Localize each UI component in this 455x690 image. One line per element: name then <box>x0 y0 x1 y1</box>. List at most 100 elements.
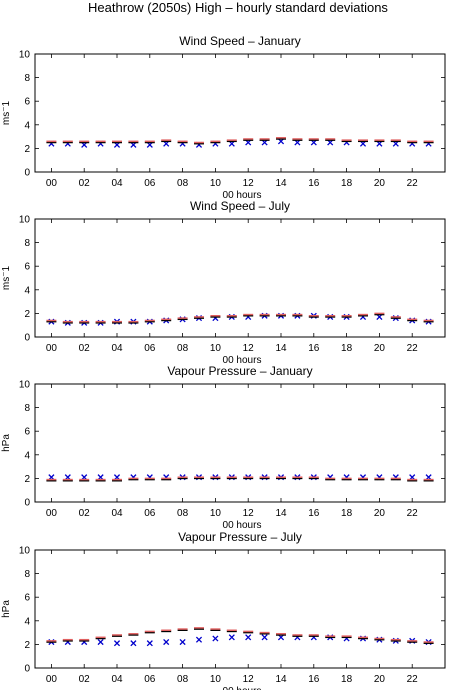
plot-frame <box>34 53 446 173</box>
data-point <box>97 638 104 646</box>
data-point <box>163 638 170 646</box>
x-tick-label: 18 <box>341 178 353 189</box>
x-tick-label: 00 <box>46 674 58 685</box>
x-tick-label: 06 <box>144 343 156 354</box>
x-tick-label: 10 <box>210 178 222 189</box>
x-tick-label: 06 <box>144 508 156 519</box>
plot-frame <box>34 549 446 669</box>
x-tick-label: 22 <box>407 674 419 685</box>
x-tick-label: 18 <box>341 508 353 519</box>
series-3 <box>46 137 434 144</box>
series-2 <box>46 628 434 644</box>
plot-frame <box>34 218 446 338</box>
x-tick-label: 08 <box>177 508 189 519</box>
x-tick-label: 12 <box>243 674 255 685</box>
series-1 <box>48 138 432 148</box>
y-tick-label: 2 <box>24 309 30 320</box>
data-point <box>179 638 186 646</box>
x-tick-label: 20 <box>374 674 386 685</box>
x-tick-label: 02 <box>79 674 91 685</box>
y-tick-label: 4 <box>24 616 30 627</box>
y-tick-label: 0 <box>24 168 30 179</box>
x-tick-label: 12 <box>243 508 255 519</box>
x-tick-label: 12 <box>243 343 255 354</box>
data-point <box>146 640 153 647</box>
y-axis-label: ms⁻1 <box>1 265 12 290</box>
x-tick-label: 16 <box>308 178 320 189</box>
x-tick-label: 08 <box>177 178 189 189</box>
data-point <box>261 634 268 641</box>
y-tick-label: 8 <box>24 238 30 249</box>
figure-title: Heathrow (2050s) High – hourly standard … <box>88 0 388 15</box>
x-tick-label: 02 <box>79 508 91 519</box>
x-tick-label: 04 <box>111 508 123 519</box>
x-tick-label: 16 <box>308 674 320 685</box>
series-1 <box>48 474 432 481</box>
x-tick-label: 20 <box>374 343 386 354</box>
x-axis-label: 00 hours <box>223 520 262 531</box>
x-axis-label: 00 hours <box>223 355 262 366</box>
x-tick-label: 18 <box>341 674 353 685</box>
panel-title: Vapour Pressure – January <box>167 364 312 378</box>
y-tick-label: 4 <box>24 120 30 131</box>
y-tick-label: 4 <box>24 285 30 296</box>
x-tick-label: 16 <box>308 343 320 354</box>
x-tick-label: 14 <box>275 508 287 519</box>
x-tick-label: 06 <box>144 674 156 685</box>
series-3 <box>46 312 434 323</box>
x-tick-label: 14 <box>275 343 287 354</box>
x-tick-label: 04 <box>111 178 123 189</box>
y-tick-label: 10 <box>19 215 31 226</box>
series-1 <box>48 312 432 326</box>
y-tick-label: 10 <box>19 546 31 557</box>
x-tick-label: 22 <box>407 508 419 519</box>
series-1 <box>48 634 432 647</box>
x-tick-label: 08 <box>177 674 189 685</box>
y-tick-label: 0 <box>24 664 30 675</box>
series-3 <box>46 627 434 643</box>
x-axis-label: 00 hours <box>223 190 262 201</box>
y-tick-label: 6 <box>24 593 30 604</box>
x-tick-label: 10 <box>210 343 222 354</box>
x-tick-label: 20 <box>374 508 386 519</box>
x-tick-label: 14 <box>275 674 287 685</box>
y-axis-label: ms⁻1 <box>1 100 12 125</box>
data-point <box>195 636 203 643</box>
y-tick-label: 4 <box>24 450 30 461</box>
panel-title: Wind Speed – January <box>179 34 300 48</box>
x-tick-label: 00 <box>46 178 58 189</box>
x-tick-label: 08 <box>177 343 189 354</box>
data-point <box>130 640 137 647</box>
series-2 <box>46 313 434 324</box>
y-tick-label: 2 <box>24 474 30 485</box>
x-tick-label: 02 <box>79 343 91 354</box>
y-tick-label: 8 <box>24 569 30 580</box>
x-tick-label: 04 <box>111 674 123 685</box>
x-axis-label: 00 hours <box>223 686 262 690</box>
x-tick-label: 06 <box>144 178 156 189</box>
x-tick-label: 14 <box>275 178 287 189</box>
data-point <box>212 635 219 642</box>
x-tick-label: 20 <box>374 178 386 189</box>
x-tick-label: 10 <box>210 508 222 519</box>
panel-title: Wind Speed – July <box>190 199 290 213</box>
y-tick-label: 6 <box>24 97 30 108</box>
y-tick-label: 2 <box>24 640 30 651</box>
y-axis-label: hPa <box>1 434 12 452</box>
y-tick-label: 6 <box>24 262 30 273</box>
plot-frame <box>34 383 446 503</box>
y-tick-label: 0 <box>24 333 30 344</box>
x-tick-label: 02 <box>79 178 91 189</box>
y-tick-label: 2 <box>24 144 30 155</box>
y-tick-label: 8 <box>24 403 30 414</box>
y-tick-label: 10 <box>19 50 31 61</box>
panel-title: Vapour Pressure – July <box>178 530 302 544</box>
x-tick-label: 18 <box>341 343 353 354</box>
x-tick-label: 00 <box>46 343 58 354</box>
series-2 <box>46 138 434 145</box>
x-tick-label: 10 <box>210 674 222 685</box>
